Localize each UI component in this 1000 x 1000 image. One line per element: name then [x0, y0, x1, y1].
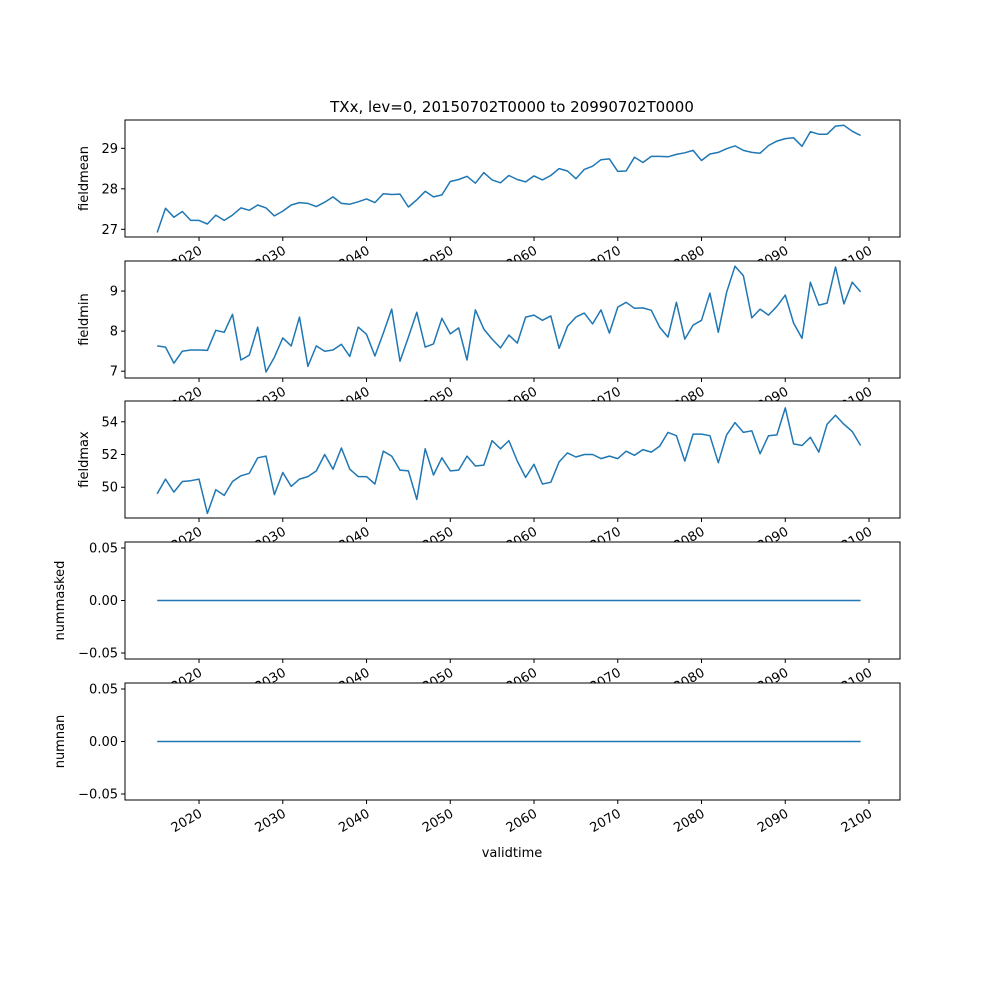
y-tick-label: −0.05	[78, 788, 118, 803]
axes-background	[125, 120, 900, 237]
y-tick-label: 28	[101, 182, 118, 197]
y-axis-label: nummasked	[53, 561, 68, 641]
y-tick-label: 9	[110, 285, 118, 300]
x-axis-label: validtime	[482, 846, 543, 861]
y-tick-label: 29	[101, 142, 118, 157]
y-tick-label: 27	[101, 223, 118, 238]
y-tick-label: −0.05	[78, 647, 118, 662]
y-axis-label: fieldmean	[77, 146, 92, 211]
axes-frame	[124, 119, 901, 238]
y-axis-label: fieldmin	[77, 293, 92, 346]
fieldmean-series-line	[156, 124, 861, 233]
axes-frame	[124, 400, 901, 519]
y-axis-label: numnan	[53, 715, 68, 769]
y-tick-label: 52	[101, 448, 118, 463]
y-tick-label: 8	[110, 325, 118, 340]
y-tick-label: 0.00	[89, 735, 118, 750]
axes-background	[125, 261, 900, 378]
y-tick-label: 0.00	[89, 594, 118, 609]
y-tick-label: 54	[101, 415, 118, 430]
axes-frame	[124, 260, 901, 379]
y-axis-label: fieldmax	[77, 431, 92, 488]
fieldmin-series-line	[157, 265, 862, 373]
axes-background	[125, 401, 900, 518]
y-tick-label: 7	[110, 365, 118, 380]
y-tick-label: 0.05	[89, 541, 118, 556]
y-tick-label: 50	[101, 481, 118, 496]
fieldmax-series-line	[156, 407, 862, 515]
chart-title: TXx, lev=0, 20150702T0000 to 20990702T00…	[329, 98, 694, 116]
y-tick-label: 0.05	[89, 682, 118, 697]
